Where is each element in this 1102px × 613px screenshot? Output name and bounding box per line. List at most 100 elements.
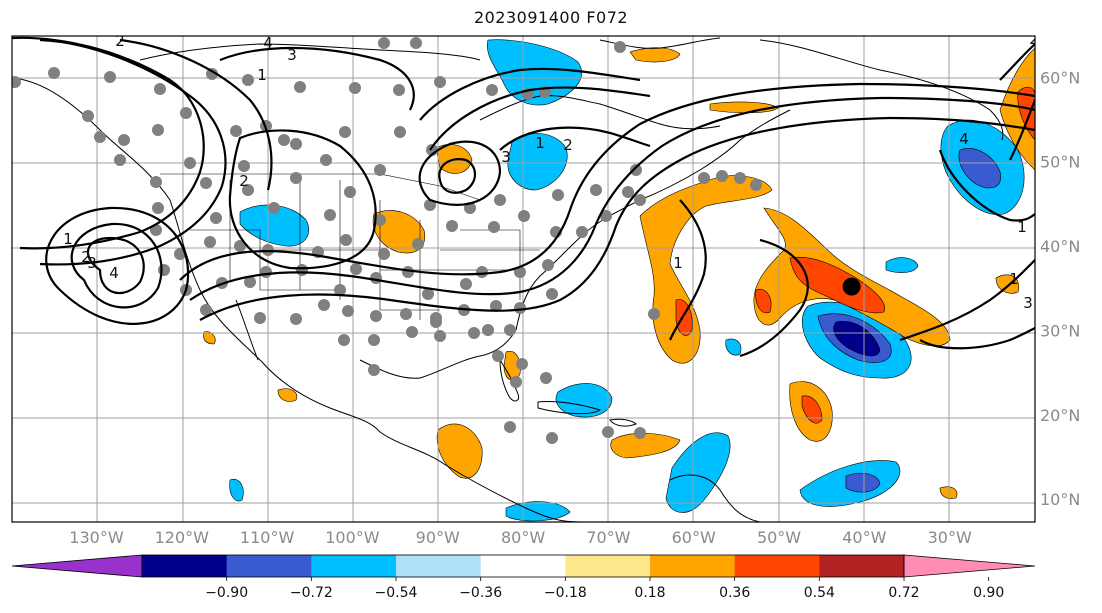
colorbar-tick-label: 0.90: [973, 585, 1004, 601]
station-dot: [268, 202, 280, 214]
colorbar-segment: [396, 555, 482, 577]
station-dot: [510, 376, 522, 388]
station-dot: [546, 288, 558, 300]
station-dot: [622, 186, 634, 198]
colorbar-tick-label: −0.72: [290, 585, 333, 601]
colorbar-tick-label: −0.18: [544, 585, 587, 601]
colorbar-tick-label: 0.72: [888, 585, 919, 601]
station-dot: [576, 226, 588, 238]
station-dot: [468, 327, 480, 339]
station-dot: [94, 131, 106, 143]
red-area-ridge-small: [755, 288, 772, 314]
station-dot: [516, 358, 528, 370]
colorbar-segment: [565, 555, 651, 577]
station-dot: [200, 304, 212, 316]
lon-tick-label: 120°W: [155, 528, 210, 547]
station-dot: [242, 74, 254, 86]
contour-lines: [12, 36, 1035, 358]
colorbar-segment: [311, 555, 397, 577]
contour-label: 2: [239, 172, 249, 190]
station-dot: [400, 308, 412, 320]
station-dot: [552, 189, 564, 201]
colorbar-segment: [480, 555, 566, 577]
station-dot: [114, 154, 126, 166]
station-dot: [334, 284, 346, 296]
blue-area-small-1: [885, 257, 919, 273]
station-dot: [412, 238, 424, 250]
colorbar-segment: [226, 555, 312, 577]
station-dot: [244, 276, 256, 288]
blue-area-pacific: [229, 478, 244, 502]
lon-tick-label: 40°W: [842, 528, 886, 547]
station-dot: [486, 84, 498, 96]
station-dot: [614, 41, 626, 53]
station-dot: [430, 316, 442, 328]
station-dot: [318, 299, 330, 311]
lat-tick-label: 30°N: [1040, 321, 1080, 340]
station-dot: [422, 288, 434, 300]
colorbar-tick-label: −0.36: [459, 585, 502, 601]
station-markers: [12, 37, 762, 444]
contour-label: 2: [1029, 30, 1039, 48]
station-dot: [290, 172, 302, 184]
contour-label: 3: [287, 46, 297, 64]
station-dot: [320, 154, 332, 166]
lon-tick-label: 90°W: [416, 528, 460, 547]
station-dot: [602, 426, 614, 438]
station-dot: [180, 107, 192, 119]
station-dot: [339, 126, 351, 138]
blue-area-low-core: [833, 321, 881, 357]
station-dot: [374, 164, 386, 176]
map-title: 2023091400 F072: [473, 8, 629, 27]
station-dot: [434, 76, 446, 88]
red-area-arctic-1: [1017, 86, 1035, 141]
contour-label: 1: [1009, 270, 1019, 288]
station-dot: [590, 184, 602, 196]
colorbar-tick-label: −0.90: [205, 585, 248, 601]
graticule: [12, 36, 1035, 522]
station-dot: [152, 124, 164, 136]
blue-area-caribbean: [555, 383, 613, 418]
contour-label: 1: [535, 134, 545, 152]
station-dot: [546, 432, 558, 444]
station-dot: [204, 236, 216, 248]
colorbar-segment: [734, 555, 820, 577]
coastlines: [12, 37, 1004, 522]
contour-label: 2: [115, 32, 125, 50]
station-dot: [542, 259, 554, 271]
blue-area-small-2: [725, 338, 742, 356]
station-dot: [716, 170, 728, 182]
station-dot: [296, 264, 308, 276]
station-dot: [394, 126, 406, 138]
station-dot: [698, 172, 710, 184]
blue-area-north-atlantic-deep: [958, 148, 1001, 189]
lat-axis: 60°N 50°N 40°N 30°N 20°N 10°N: [1040, 68, 1080, 509]
station-dot: [378, 37, 390, 49]
lat-tick-label: 60°N: [1040, 68, 1080, 87]
station-dot: [349, 82, 361, 94]
lon-tick-label: 30°W: [928, 528, 972, 547]
station-dot: [482, 324, 494, 336]
station-dot: [750, 179, 762, 191]
lon-tick-label: 60°W: [672, 528, 716, 547]
red-area-ridge: [789, 256, 885, 314]
colorbar: −0.90 −0.72 −0.54 −0.36 −0.18 0.18 0.36 0.54 0.7…: [11, 554, 1036, 601]
orange-area-central-am: [436, 423, 483, 479]
contour-label: 1: [1017, 218, 1027, 236]
station-dot: [12, 76, 21, 88]
station-dot: [242, 184, 254, 196]
colorbar-tick-label: 0.18: [634, 585, 665, 601]
station-dot: [630, 164, 642, 176]
station-dot: [254, 312, 266, 324]
colorbar-extend-high: [903, 554, 1036, 578]
station-dot: [634, 194, 646, 206]
colorbar-extend-low: [11, 554, 143, 578]
station-dot: [490, 300, 502, 312]
station-dot: [238, 160, 250, 172]
colorbar-tick-label: −0.54: [375, 585, 418, 601]
station-dot: [514, 302, 526, 314]
station-dot: [476, 266, 488, 278]
orange-area-east-1: [995, 274, 1020, 294]
station-dot: [234, 240, 246, 252]
